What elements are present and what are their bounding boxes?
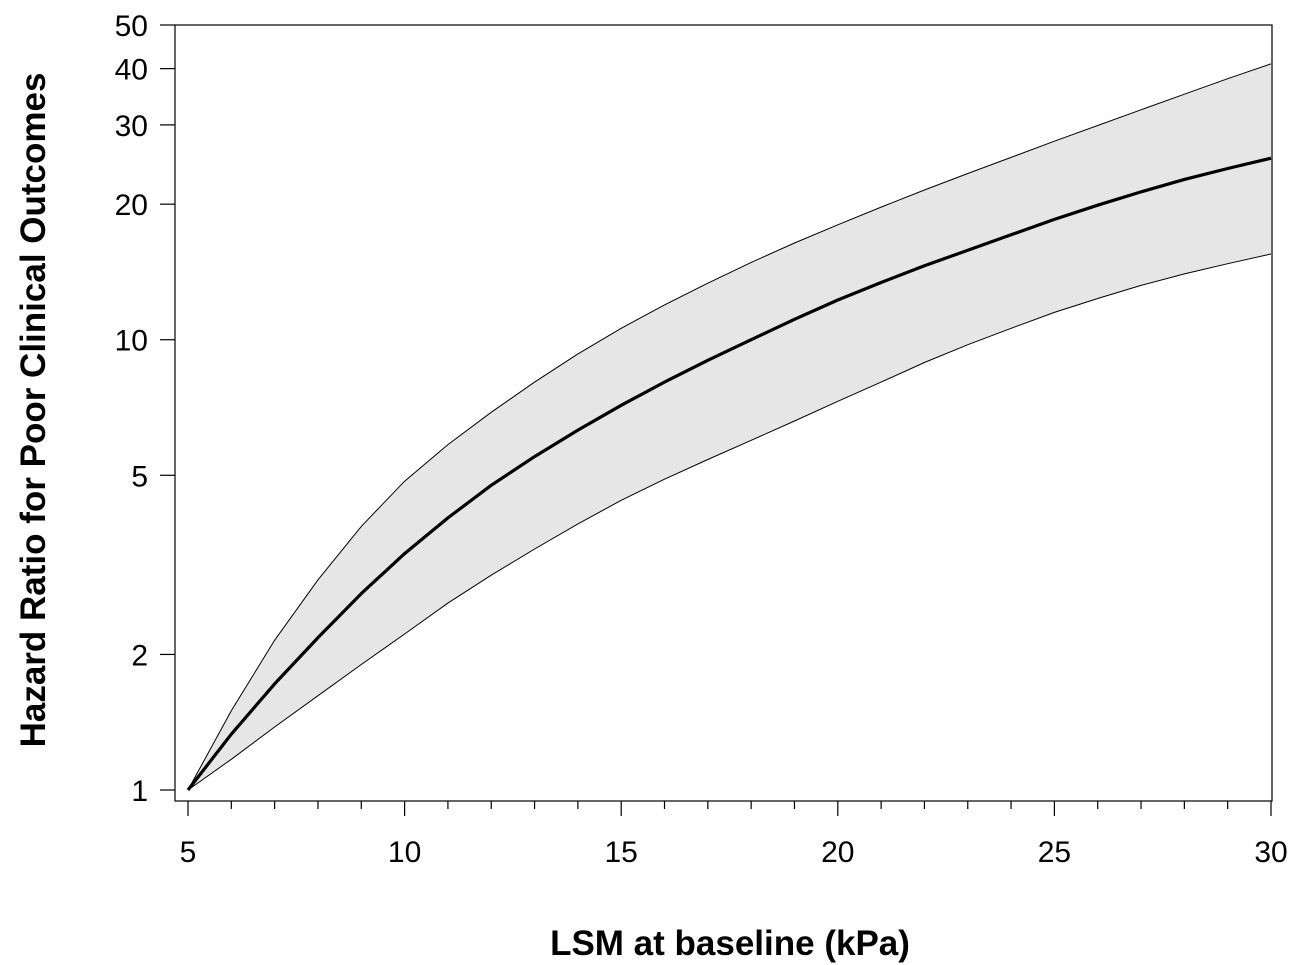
y-tick-label: 10 bbox=[115, 325, 148, 358]
x-axis-title: LSM at baseline (kPa) bbox=[550, 924, 910, 963]
ci-upper-line bbox=[187, 63, 1272, 791]
confidence-band-layer bbox=[187, 63, 1272, 791]
y-tick-label: 1 bbox=[131, 775, 148, 808]
hazard-ratio-line-layer bbox=[186, 156, 1272, 791]
x-tick-label: 20 bbox=[821, 836, 854, 869]
x-tick-label: 5 bbox=[180, 836, 197, 869]
y-tick-label: 2 bbox=[131, 639, 148, 672]
x-tick-label: 15 bbox=[605, 836, 638, 869]
hazard-ratio-line bbox=[186, 156, 1272, 791]
y-axis: 1 2 5 10 20 30 40 50 bbox=[115, 10, 175, 808]
y-tick-label: 50 bbox=[115, 10, 148, 43]
y-tick-label: 20 bbox=[115, 189, 148, 222]
y-axis-title: Hazard Ratio for Poor Clinical Outcomes bbox=[14, 73, 53, 748]
ci-lower-line bbox=[187, 253, 1272, 791]
x-tick-label: 10 bbox=[388, 836, 421, 869]
x-tick-label: 25 bbox=[1038, 836, 1071, 869]
y-tick-label: 40 bbox=[115, 54, 148, 87]
x-tick-label: 30 bbox=[1254, 836, 1287, 869]
confidence-band bbox=[188, 63, 1271, 791]
plot-frame bbox=[174, 24, 1273, 802]
y-tick-label: 30 bbox=[115, 110, 148, 143]
x-axis: 5 10 15 20 25 30 bbox=[180, 801, 1288, 869]
y-tick-label: 5 bbox=[131, 460, 148, 493]
